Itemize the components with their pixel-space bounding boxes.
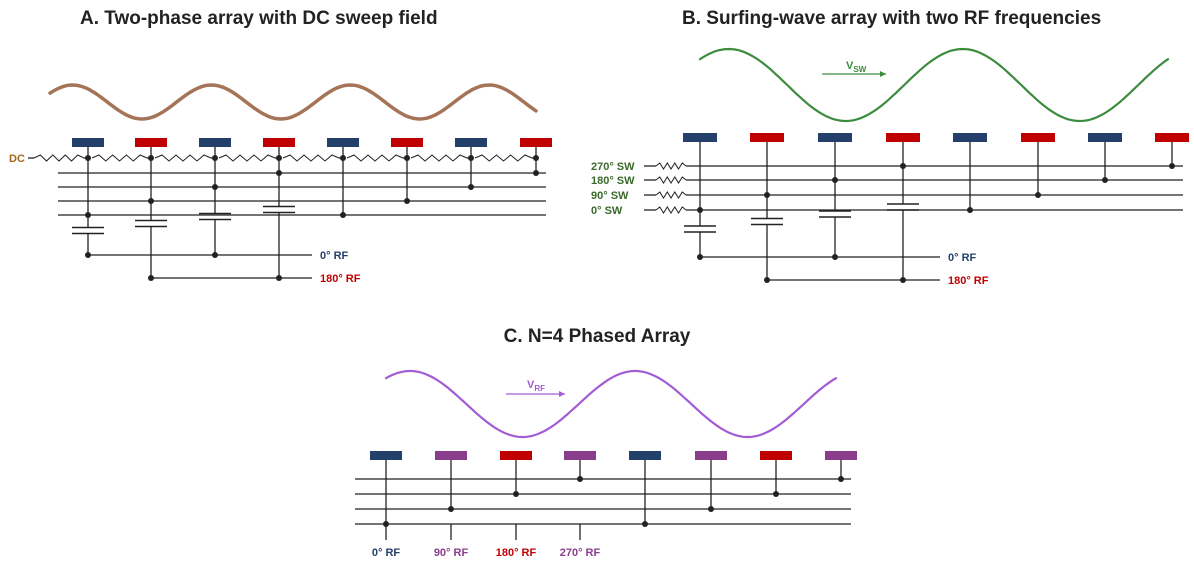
electrode [1021, 133, 1055, 142]
electrode [695, 451, 727, 460]
electrode [500, 451, 532, 460]
sweep-label: 90° SW [591, 190, 629, 202]
velocity-subscript: SW [853, 65, 866, 74]
resistor [655, 162, 687, 170]
panel-a-circuit: DC 0° RF 180° RF [9, 83, 552, 285]
electrode [1088, 133, 1122, 142]
junction-dot [838, 476, 844, 482]
resistor [33, 154, 85, 162]
resistor [154, 154, 212, 162]
electrode [520, 138, 552, 147]
phase-label: 0° RF [372, 547, 401, 559]
junction-dot [276, 155, 282, 161]
electrode [327, 138, 359, 147]
sweep-label: 180° SW [591, 175, 635, 187]
junction-dot [85, 155, 91, 161]
junction-dot [404, 155, 410, 161]
rf0-label: 0° RF [320, 250, 349, 262]
electrode [455, 138, 487, 147]
junction-dot [468, 184, 474, 190]
electrode [629, 451, 661, 460]
sweep-label: 0° SW [591, 205, 623, 217]
junction-dot [468, 155, 474, 161]
electrode [135, 138, 167, 147]
electrode [825, 451, 857, 460]
velocity-symbol: V [846, 60, 854, 72]
electrode [263, 138, 295, 147]
junction-dot [404, 198, 410, 204]
velocity-symbol: V [527, 379, 535, 391]
junction-dot [1169, 163, 1175, 169]
velocity-arrow-head [880, 71, 886, 77]
junction-dot [577, 476, 583, 482]
panel-b-circuit: VSW 270° SW 180° SW 90° SW 0° SW 0° RF 180° RF [591, 47, 1189, 287]
resistor [410, 154, 468, 162]
resistor [282, 154, 340, 162]
junction-dot [708, 506, 714, 512]
violet-rf-wave [384, 369, 838, 439]
phase-label: 180° RF [496, 547, 537, 559]
resistor [346, 154, 404, 162]
junction-dot [642, 521, 648, 527]
velocity-subscript: RF [534, 384, 545, 393]
junction-dot [1102, 177, 1108, 183]
panel-b-title: B. Surfing-wave array with two RF freque… [682, 8, 1102, 29]
junction-dot [340, 212, 346, 218]
electrode [391, 138, 423, 147]
panel-c-title: C. N=4 Phased Array [503, 326, 691, 347]
electrode [199, 138, 231, 147]
junction-dot [212, 155, 218, 161]
panel-a-title: A. Two-phase array with DC sweep field [80, 8, 438, 29]
electrode [818, 133, 852, 142]
dc-label: DC [9, 153, 25, 165]
junction-dot [148, 155, 154, 161]
electrode [370, 451, 402, 460]
junction-dot [448, 506, 454, 512]
junction-dot [1035, 192, 1041, 198]
brown-field-wave [48, 83, 538, 121]
rf0-label: 0° RF [948, 252, 977, 264]
panel-c-circuit: VRF 0° RF 90° RF 180° RF 270° RF [355, 369, 857, 559]
electrode [564, 451, 596, 460]
electrode [683, 133, 717, 142]
junction-dot [773, 491, 779, 497]
electrode [72, 138, 104, 147]
electrode [750, 133, 784, 142]
resistor [655, 176, 687, 184]
junction-dot [533, 155, 539, 161]
electrode [435, 451, 467, 460]
v-rf-label: VRF [527, 379, 545, 393]
electrode [953, 133, 987, 142]
green-surfing-wave [698, 47, 1170, 123]
electrode [760, 451, 792, 460]
electrode [886, 133, 920, 142]
phase-label: 90° RF [434, 547, 469, 559]
resistor [655, 191, 687, 199]
electrode [1155, 133, 1189, 142]
resistor [655, 206, 687, 214]
rf180-label: 180° RF [948, 275, 989, 287]
v-sw-label: VSW [846, 60, 867, 74]
velocity-arrow-head [559, 391, 565, 397]
junction-dot [967, 207, 973, 213]
resistor [218, 154, 276, 162]
sweep-label: 270° SW [591, 161, 635, 173]
junction-dot [513, 491, 519, 497]
junction-dot [533, 170, 539, 176]
resistor [474, 154, 533, 162]
resistor [91, 154, 148, 162]
phase-label: 270° RF [560, 547, 601, 559]
rf180-label: 180° RF [320, 273, 361, 285]
junction-dot [340, 155, 346, 161]
